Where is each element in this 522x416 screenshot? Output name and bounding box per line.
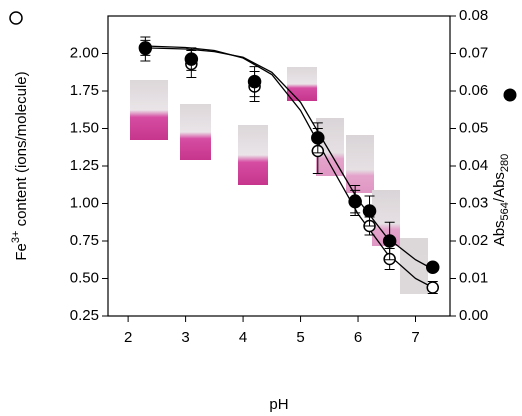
tube-photo [238,125,268,185]
y-label-part: content (ions/molecule) [13,71,30,230]
tube-photo [180,104,211,160]
y-label-part: 3+ [10,231,22,244]
legend-open-marker [9,11,23,25]
tube-photo [130,80,168,140]
y-tick-label: 0.75 [70,232,99,249]
x-tick-label: 3 [181,329,189,346]
y-tick-label: 1.50 [70,119,99,136]
tube-photo [400,238,428,294]
data-point [184,52,199,66]
y-tick-label: 1.75 [70,82,99,99]
data-point [247,74,262,89]
data-point [382,234,397,248]
y-axis-label: Fe3+ content (ions/molecule) [10,71,30,260]
fit-line [145,45,434,289]
x-axis-label: pH [269,396,288,413]
data-point [362,204,377,218]
data-point [348,194,362,209]
plot-frame [107,15,451,317]
x-tick-label: 6 [354,329,362,346]
y-tick-label: 1.00 [70,194,99,211]
data-point [311,131,325,145]
y2-tick-label: 0.00 [459,307,488,324]
x-tick-label: 7 [411,329,419,346]
tube-photo [287,67,317,101]
x-tick-label: 2 [124,329,132,346]
tube-photos [130,67,428,294]
y-tick-label: 0.25 [70,307,99,324]
y2-label-part: 280 [499,154,511,172]
y-tick-label: 2.00 [70,44,99,61]
y2-tick-label: 0.08 [459,7,488,24]
y2-axis-label: Abs564/Abs280 [491,154,511,247]
data-point [138,41,153,55]
y-label-part: Fe [13,243,30,261]
y-tick-label: 0.50 [70,269,99,286]
y2-tick-label: 0.03 [459,194,488,211]
y2-tick-label: 0.07 [459,44,488,61]
y2-tick-label: 0.01 [459,269,488,286]
tube-photo [346,135,374,193]
data-point [426,260,440,274]
y2-tick-label: 0.05 [459,119,488,136]
y2-label-part: 564 [499,202,511,220]
x-tick-label: 5 [296,329,304,346]
legend-filled-marker [503,88,517,102]
y2-tick-label: 0.04 [459,157,488,174]
data-point [426,281,440,294]
y2-tick-label: 0.02 [459,232,488,249]
y2-label-part: Abs [491,220,508,246]
x-tick-label: 4 [239,329,247,346]
y2-tick-label: 0.06 [459,82,488,99]
y2-label-part: /Abs [491,172,508,202]
fit-line [145,47,434,270]
y-tick-label: 1.25 [70,157,99,174]
